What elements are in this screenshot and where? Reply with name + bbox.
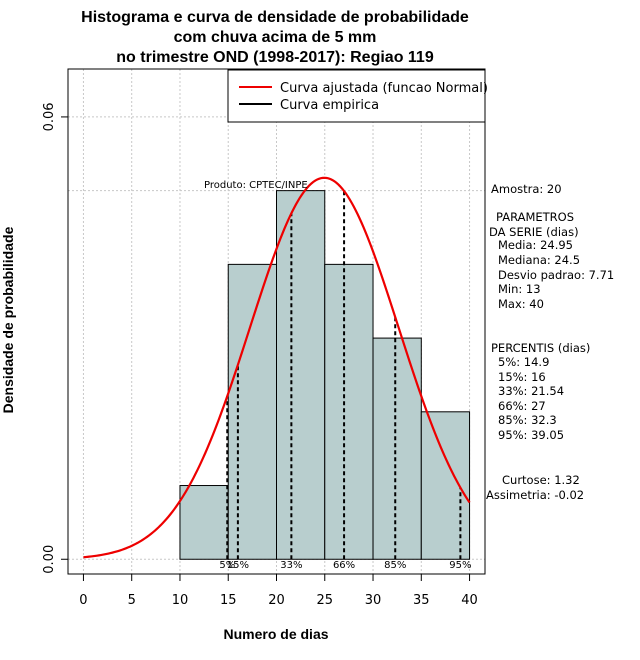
skewness: Assimetria: -0.02	[486, 488, 584, 502]
histogram-bar	[420, 411, 471, 560]
chart-title-line-2: com chuva acima de 5 mm	[174, 29, 377, 46]
param-max: Max: 40	[498, 297, 544, 311]
percentile-line: 5%: 14.9	[498, 355, 549, 369]
legend: Curva ajustada (funcao Normal) Curva emp…	[227, 69, 488, 123]
percentile-tick-label: 66%	[333, 560, 355, 571]
plot-frame	[67, 68, 486, 575]
fitted-normal-curve	[83, 176, 471, 559]
percentile-line: 85%: 32.3	[498, 413, 557, 427]
histogram-bar	[324, 263, 374, 560]
legend-box	[227, 69, 486, 123]
percentile-tick-label: 95%	[449, 560, 471, 571]
histogram-bar	[276, 190, 326, 560]
percentiles-header: PERCENTIS (dias)	[491, 341, 590, 355]
histogram-bar	[372, 337, 422, 560]
x-tick-label: 35	[413, 593, 430, 608]
percentile-line: 33%: 21.54	[498, 384, 564, 398]
param-min: Min: 13	[498, 282, 541, 296]
x-tick-label: 15	[220, 593, 237, 608]
param-median: Mediana: 24.5	[498, 253, 580, 267]
x-tick-label: 40	[461, 593, 478, 608]
params-header-1: PARAMETROS	[496, 210, 574, 224]
percentile-tick-label: 33%	[280, 560, 302, 571]
y-tick-label: 0.06	[42, 102, 57, 131]
kurtosis: Curtose: 1.32	[502, 473, 580, 487]
percentile-line: 15%: 16	[498, 370, 546, 384]
y-axis-label: Densidade de probabilidade	[0, 226, 16, 413]
x-tick-label: 5	[128, 593, 136, 608]
x-tick-label: 25	[316, 593, 333, 608]
histogram-bar	[179, 485, 229, 560]
statistics-panel: Amostra: 20 PARAMETROS DA SERIE (dias) M…	[486, 182, 614, 502]
producer-annotation: Produto: CPTEC/INPE	[204, 180, 308, 191]
percentile-tick-label: 5%	[219, 560, 235, 571]
legend-empirical-label: Curva empirica	[280, 98, 379, 113]
x-tick-label: 30	[365, 593, 382, 608]
percentile-lines: 5%15% 33% 66% 85% 95%	[219, 191, 472, 571]
histogram-bars	[179, 190, 471, 560]
x-tick-label: 20	[268, 593, 285, 608]
sample-size: Amostra: 20	[491, 182, 562, 196]
percentile-line: 66%: 27	[498, 399, 546, 413]
chart-title-line-3: no trimestre OND (1998-2017): Regiao 119	[116, 49, 434, 66]
params-header-2: DA SERIE (dias)	[489, 225, 579, 239]
x-tick-label: 10	[172, 593, 189, 608]
param-mean: Media: 24.95	[498, 238, 573, 252]
y-tick-label: 0.00	[42, 545, 57, 574]
legend-fitted-label: Curva ajustada (funcao Normal)	[280, 81, 488, 96]
fitted-curve-layer	[83, 176, 471, 559]
chart-title-line-1: Histograma e curva de densidade de proba…	[81, 9, 469, 26]
histogram-bar	[227, 263, 278, 560]
percentile-tick-label: 85%	[384, 560, 406, 571]
percentile-tick-label: 15%	[227, 560, 249, 571]
param-stddev: Desvio padrao: 7.71	[498, 268, 614, 282]
percentile-line: 95%: 39.05	[498, 428, 564, 442]
x-axis-label: Numero de dias	[223, 626, 328, 642]
x-tick-label: 0	[79, 593, 87, 608]
